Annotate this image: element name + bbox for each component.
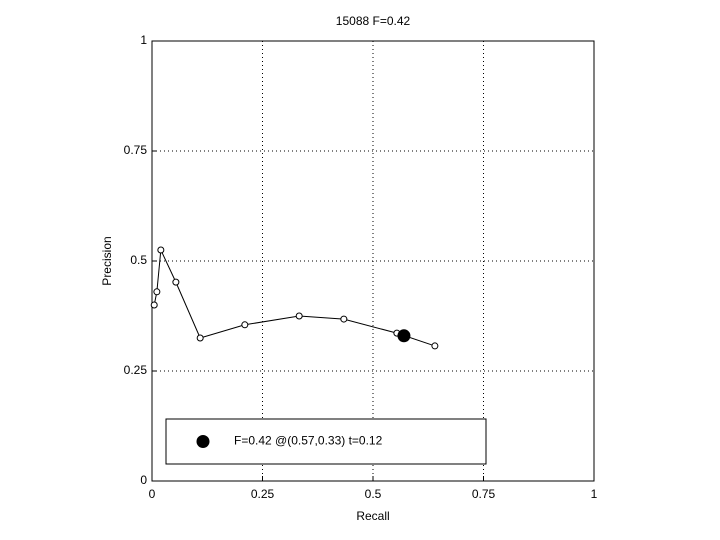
point [340,315,348,323]
x-tick-label: 0.5 [365,487,382,501]
point [157,246,165,254]
y-tick-label: 0.5 [130,253,147,267]
y-tick-label: 0 [140,473,147,487]
x-tick-label: 0.25 [251,487,275,501]
point [172,278,180,286]
legend-marker [196,435,210,448]
point [153,288,161,296]
point [431,342,439,350]
y-axis-label: Precision [100,236,114,285]
y-tick-label: 1 [140,33,147,47]
legend-box [165,418,487,465]
line [153,248,436,347]
plot-frame [151,40,595,482]
y-tick-label: 0.75 [124,143,148,157]
legend-label: F=0.42 @(0.57,0.33) t=0.12 [234,434,383,448]
point [241,321,249,329]
y-tick-label: 0.25 [124,363,148,377]
chart-title: 15088 F=0.42 [336,14,411,28]
highlight-point [397,329,411,343]
x-tick-label: 0 [149,487,156,501]
point [295,312,303,320]
x-tick-label: 1 [591,487,598,501]
point [150,301,158,309]
point [196,334,204,342]
x-axis-label: Recall [356,509,389,523]
x-tick-label: 0.75 [472,487,496,501]
